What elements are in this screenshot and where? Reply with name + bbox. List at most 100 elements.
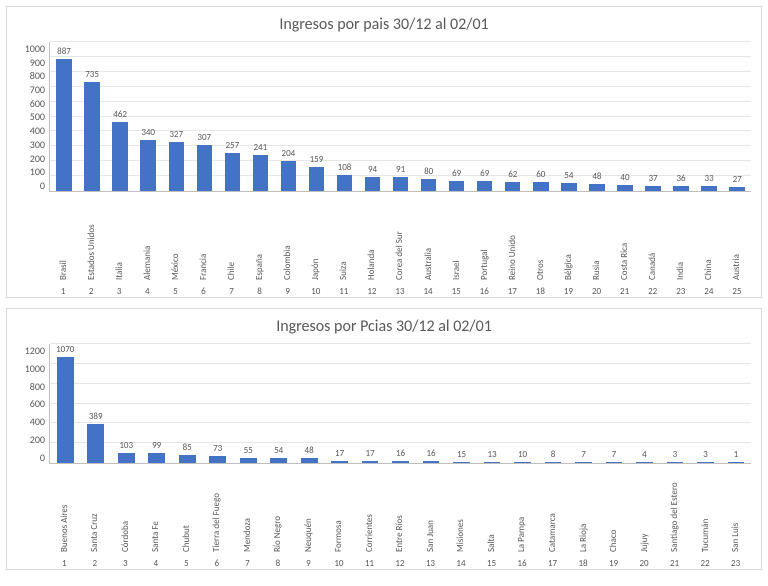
bar xyxy=(87,424,104,463)
x-cell: Japón10 xyxy=(302,198,330,297)
bar-slot: 3 xyxy=(660,344,690,463)
x-cell: Santiago del Estero21 xyxy=(659,470,690,569)
y-tick-label: 0 xyxy=(40,451,45,464)
x-cell: Costa Rica21 xyxy=(611,198,639,297)
bar xyxy=(505,182,520,191)
bar-value-label: 1 xyxy=(734,449,739,460)
bar-value-label: 60 xyxy=(536,169,545,180)
bar-value-label: 1070 xyxy=(56,344,74,355)
bar xyxy=(589,184,604,191)
bar xyxy=(331,461,348,463)
x-index-label: 12 xyxy=(395,558,404,569)
x-index-label: 13 xyxy=(395,286,404,297)
bar xyxy=(365,177,380,191)
bar-value-label: 7 xyxy=(612,449,617,460)
bar-slot: 17 xyxy=(355,344,385,463)
bar xyxy=(667,462,684,463)
x-cell: Alemania4 xyxy=(133,198,161,297)
x-cell: Mendoza7 xyxy=(232,470,263,569)
bar-value-label: 204 xyxy=(282,148,296,159)
bar xyxy=(197,145,212,191)
bar-value-label: 17 xyxy=(335,448,344,459)
bar-slot: 389 xyxy=(80,344,110,463)
bar-value-label: 3 xyxy=(703,449,708,460)
x-category-label: Italia xyxy=(114,202,125,280)
x-cell: San Luis23 xyxy=(720,470,751,569)
y-tick-label: 800 xyxy=(30,69,45,82)
x-axis-spacer xyxy=(17,198,49,297)
bar-value-label: 91 xyxy=(396,164,405,175)
bar xyxy=(561,183,576,191)
bar xyxy=(225,153,240,191)
x-category-label: Santa Cruz xyxy=(89,474,100,552)
x-index-label: 7 xyxy=(245,558,250,569)
x-category-label: Santiago del Estero xyxy=(669,474,680,552)
bar-value-label: 48 xyxy=(592,171,601,182)
x-category-label: China xyxy=(703,202,714,280)
x-category-label: Austria xyxy=(731,202,742,280)
bar xyxy=(514,462,531,463)
x-cell: Suiza11 xyxy=(330,198,358,297)
bar xyxy=(84,82,99,192)
bar-slot: 94 xyxy=(359,42,387,191)
x-index-label: 16 xyxy=(517,558,526,569)
bar-slot: 48 xyxy=(583,42,611,191)
bar-slot: 69 xyxy=(443,42,471,191)
bar-slot: 40 xyxy=(611,42,639,191)
x-cell: Jujuy20 xyxy=(629,470,660,569)
x-labels: Buenos Aires1Santa Cruz2Córdoba3Santa Fe… xyxy=(49,470,751,569)
bar xyxy=(392,461,409,463)
bar-value-label: 159 xyxy=(310,154,324,165)
bar-slot: 7 xyxy=(568,344,598,463)
x-index-label: 18 xyxy=(578,558,587,569)
x-cell: Canadá22 xyxy=(639,198,667,297)
bar xyxy=(112,122,127,191)
bar-slot: 15 xyxy=(446,344,476,463)
x-cell: China 24 xyxy=(695,198,723,297)
bar xyxy=(701,186,716,191)
bar xyxy=(57,357,74,463)
bar-value-label: 16 xyxy=(426,448,435,459)
y-tick-label: 900 xyxy=(30,56,45,69)
x-index-label: 22 xyxy=(701,558,710,569)
x-category-label: Córdoba xyxy=(120,474,131,552)
x-index-label: 2 xyxy=(89,286,94,297)
x-cell: México5 xyxy=(161,198,189,297)
x-index-label: 8 xyxy=(257,286,262,297)
bar-slot: 307 xyxy=(190,42,218,191)
x-category-label: La Rioja xyxy=(578,474,589,552)
x-category-label: Corea del Sur xyxy=(394,202,405,280)
bar xyxy=(393,177,408,191)
x-cell: Corrientes11 xyxy=(354,470,385,569)
bar-slot: 36 xyxy=(667,42,695,191)
x-category-label: India xyxy=(675,202,686,280)
bar-slot: 108 xyxy=(330,42,358,191)
bar-value-label: 462 xyxy=(113,109,127,120)
x-index-label: 11 xyxy=(365,558,374,569)
bar-value-label: 40 xyxy=(620,172,629,183)
chart-title: Ingresos por pais 30/12 al 02/01 xyxy=(7,15,761,34)
x-cell: Formosa10 xyxy=(324,470,355,569)
bar xyxy=(477,181,492,191)
x-index-label: 24 xyxy=(704,286,713,297)
x-cell: La Pampa16 xyxy=(507,470,538,569)
x-index-label: 9 xyxy=(285,286,290,297)
x-category-label: Francia xyxy=(198,202,209,280)
x-index-label: 5 xyxy=(173,286,178,297)
bar-slot: 8 xyxy=(538,344,568,463)
bar xyxy=(545,462,562,463)
x-cell: Israel15 xyxy=(442,198,470,297)
x-index-label: 16 xyxy=(480,286,489,297)
x-cell: Corea del Sur 13 xyxy=(386,198,414,297)
x-index-label: 19 xyxy=(609,558,618,569)
x-cell: Francia6 xyxy=(189,198,217,297)
bar-value-label: 340 xyxy=(141,127,155,138)
bar-value-label: 3 xyxy=(673,449,678,460)
x-cell: Buenos Aires1 xyxy=(49,470,80,569)
bar xyxy=(209,456,226,463)
x-category-label: Colombia xyxy=(282,202,293,280)
bar xyxy=(453,462,470,463)
bar-slot: 257 xyxy=(218,42,246,191)
x-index-label: 10 xyxy=(311,286,320,297)
x-index-label: 23 xyxy=(731,558,740,569)
